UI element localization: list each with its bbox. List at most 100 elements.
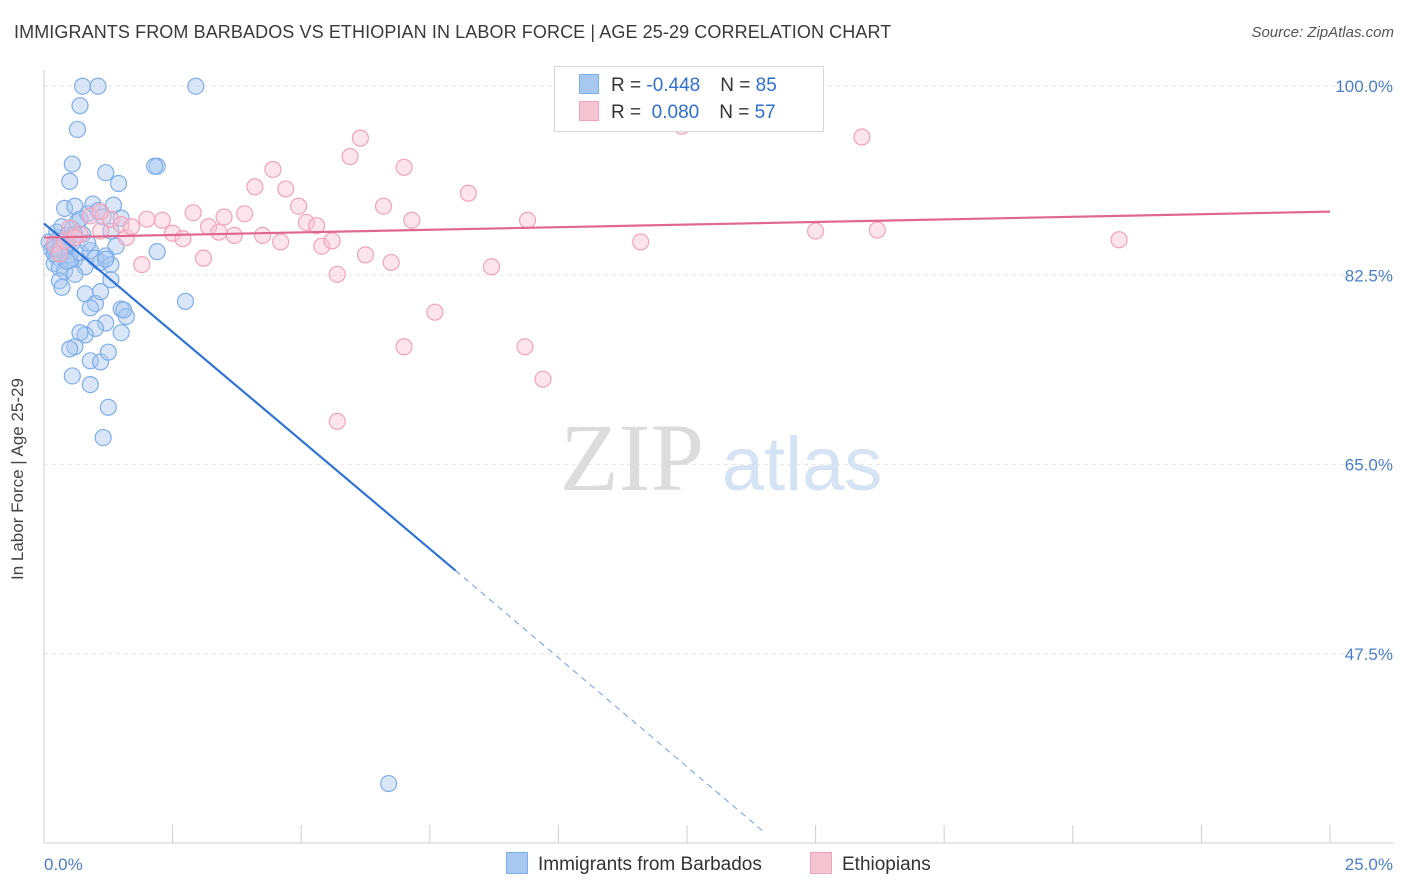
watermark: ZIP atlas (560, 404, 882, 511)
legend-n-label: N = (719, 102, 755, 123)
point-ethiopians-31 (313, 237, 331, 255)
legend-r-label: R = (611, 102, 647, 123)
point-barbados-70 (97, 164, 115, 182)
point-ethiopians-33 (328, 265, 346, 283)
point-ethiopians-51 (806, 222, 825, 240)
point-barbados-41 (81, 299, 99, 317)
series-barbados-points (40, 77, 398, 793)
point-ethiopians-43 (482, 258, 501, 276)
point-barbados-64 (115, 301, 133, 319)
point-barbados-47 (97, 314, 115, 332)
point-barbados-13 (55, 262, 74, 280)
chart-title: IMMIGRANTS FROM BARBADOS VS ETHIOPIAN IN… (14, 22, 892, 42)
point-ethiopians-3 (61, 219, 79, 237)
point-ethiopians-4 (71, 225, 89, 243)
point-ethiopians-13 (153, 211, 171, 229)
point-barbados-81 (97, 250, 115, 268)
point-barbados-73 (71, 97, 89, 115)
x-tick-label-max: 25.0% (1345, 855, 1393, 874)
point-ethiopians-23 (246, 178, 264, 196)
point-ethiopians-12 (138, 210, 156, 228)
trend-line-barbados-extension (455, 570, 765, 833)
legend-swatch-barbados (579, 74, 599, 94)
point-ethiopians-49 (632, 233, 650, 251)
legend-n-value-barbados: 85 (755, 75, 777, 96)
point-barbados-65 (148, 243, 166, 261)
trend-line-barbados (43, 222, 457, 572)
stats-legend-row-barbados: R = -0.448 N = 85 (579, 74, 777, 102)
point-ethiopians-24 (254, 226, 272, 245)
x-tick-label-min: 0.0% (44, 855, 83, 874)
point-ethiopians-34 (341, 147, 359, 166)
stats-legend: R = -0.448 N = 85 R = 0.080 N = 57 (554, 66, 824, 132)
chart-source: Source: ZipAtlas.com (1251, 24, 1394, 41)
trend-lines (43, 210, 1331, 833)
point-barbados-55 (112, 324, 130, 342)
point-ethiopians-27 (277, 180, 295, 198)
point-ethiopians-41 (426, 303, 444, 321)
legend-label-barbados: Immigrants from Barbados (538, 854, 762, 875)
stats-legend-row-ethiopians: R = 0.080 N = 57 (579, 101, 776, 129)
point-barbados-37 (53, 278, 71, 296)
legend-swatch-ethiopians (810, 852, 832, 874)
legend-n-value-ethiopians: 57 (754, 102, 776, 123)
point-ethiopians-25 (264, 160, 282, 179)
point-barbados-52 (61, 340, 79, 358)
point-ethiopians-37 (374, 197, 393, 215)
point-ethiopians-55 (91, 203, 110, 221)
point-ethiopians-16 (184, 204, 202, 222)
point-barbados-71 (63, 155, 81, 173)
point-barbados-69 (109, 174, 128, 193)
point-barbados-74 (73, 77, 92, 95)
legend-label-ethiopians: Ethiopians (842, 854, 931, 875)
point-ethiopians-6 (91, 222, 110, 240)
point-barbados-67 (145, 157, 164, 175)
point-ethiopians-14 (164, 224, 182, 242)
point-barbados-58 (81, 376, 99, 394)
point-barbados-42 (91, 283, 110, 301)
y-tick-label-3: 47.5% (1345, 645, 1393, 664)
point-ethiopians-20 (215, 208, 233, 226)
point-ethiopians-40 (403, 211, 421, 229)
point-ethiopians-28 (290, 197, 308, 215)
point-ethiopians-17 (194, 249, 213, 267)
point-barbados-34 (66, 197, 84, 215)
point-ethiopians-10 (122, 218, 141, 236)
point-ethiopians-53 (868, 221, 886, 239)
point-ethiopians-0 (45, 235, 63, 253)
point-ethiopians-26 (272, 233, 290, 251)
point-ethiopians-5 (81, 207, 99, 225)
legend-item-ethiopians[interactable]: Ethiopians (810, 852, 931, 876)
point-ethiopians-38 (382, 253, 400, 272)
point-barbados-60 (99, 398, 117, 416)
point-ethiopians-1 (50, 245, 69, 263)
legend-item-barbados[interactable]: Immigrants from Barbados (506, 852, 762, 876)
point-ethiopians-39 (395, 158, 413, 176)
x-tick-labels: 0.0% 25.0% (44, 855, 1393, 874)
point-ethiopians-47 (328, 412, 346, 430)
y-tick-label-1: 82.5% (1345, 266, 1393, 285)
point-barbados-32 (55, 199, 74, 217)
legend-r-label: R = (611, 75, 647, 96)
point-ethiopians-15 (174, 230, 192, 248)
point-ethiopians-46 (534, 370, 552, 388)
legend-r-value-ethiopians: 0.080 (646, 102, 700, 123)
point-ethiopians-48 (395, 338, 413, 356)
gridlines (44, 85, 1394, 655)
watermark-atlas: atlas (722, 422, 883, 507)
legend-r-value-barbados: -0.448 (646, 75, 701, 96)
point-barbados-33 (61, 172, 79, 190)
series-legend: Immigrants from Barbados Ethiopians (0, 852, 1406, 878)
point-ethiopians-9 (117, 228, 135, 247)
trend-line-ethiopians (43, 210, 1331, 239)
point-ethiopians-22 (236, 205, 254, 223)
point-barbados-76 (187, 77, 205, 95)
point-barbados-57 (63, 367, 81, 385)
point-ethiopians-19 (210, 223, 228, 241)
series-ethiopians-points (45, 117, 1128, 430)
point-ethiopians-36 (356, 246, 375, 264)
point-barbados-75 (89, 77, 107, 95)
point-barbados-77 (380, 774, 398, 793)
point-ethiopians-35 (351, 129, 369, 147)
